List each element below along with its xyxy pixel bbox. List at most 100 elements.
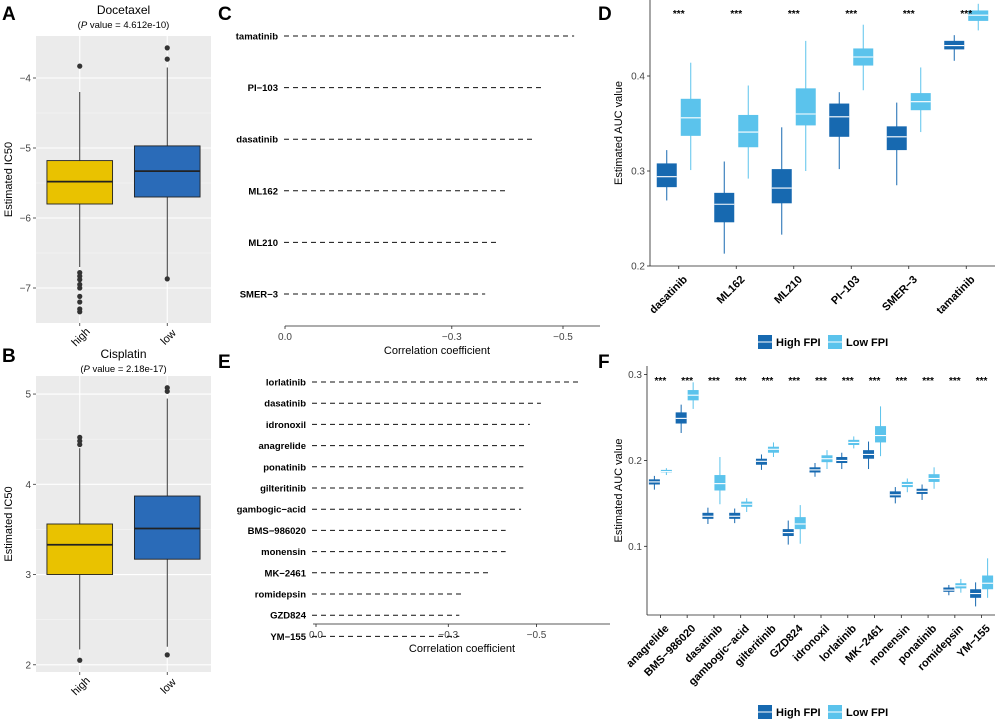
panel-d-box-high-ML210 [771, 169, 792, 204]
panel-a-outlier-point [77, 63, 83, 69]
panel-b-box-low [133, 495, 201, 560]
panel-e-drug-label: gambogic−acid [237, 505, 307, 516]
panel-d-box-low-ML210 [795, 88, 816, 126]
panel-e-drug-label: dasatinib [264, 399, 306, 410]
panel-c-xtick-label: −0.5 [553, 332, 573, 343]
panel-e-drug-label: romidepsin [255, 590, 306, 601]
panel-a-xtick-label-low: low [159, 327, 179, 347]
panel-e-drug-label: lorlatinib [266, 378, 306, 389]
panel-b-ytick-label: 2 [25, 660, 31, 671]
panel-a-title: Docetaxel [97, 3, 150, 17]
panel-f-ytick-label: 0.1 [628, 542, 642, 553]
panel-f-legend: High FPI Low FPI [758, 705, 888, 719]
panel-b-outlier-point [164, 388, 170, 394]
panel-b-xtick-label-high: high [70, 675, 93, 698]
panel-b-ylabel: Estimated IC50 [3, 486, 15, 561]
panel-e-xtick-label: 0.0 [309, 630, 323, 641]
panel-a-ytick-label: −7 [20, 284, 32, 295]
panel-a-ytick-label: −6 [20, 214, 32, 225]
panel-e-drug-label: anagrelide [258, 441, 306, 452]
panel-b-outlier-point [164, 652, 170, 658]
panel-e-drug-label: idronoxil [266, 420, 306, 431]
panel-c-chart: 0.0 −0.3 −0.5 Correlation coefficient tamati… [236, 32, 600, 357]
panel-label-d: D [598, 4, 612, 25]
panel-d-significance: *** [960, 9, 972, 20]
panel-c-drug-label: PI−103 [248, 83, 278, 94]
panel-d-box-high-SMER−3 [886, 126, 907, 151]
panel-d-ytick-label: 0.3 [631, 167, 645, 178]
panel-d-xtick-label-dasatinib: dasatinib [647, 274, 690, 317]
panel-a-subtitle: (P value = 4.612e-10) [78, 20, 170, 31]
panel-c-xlabel: Correlation coefficient [384, 345, 490, 357]
panel-d-xtick-label-ML162: ML162 [715, 274, 748, 307]
panel-f-ytick-label: 0.3 [628, 370, 642, 381]
panel-b-chart: 2 3 4 5 high low Cisplatin (P value = 2.18e-17)… [3, 347, 211, 698]
panel-d-box-high-dasatinib [656, 163, 677, 188]
panel-e-xtick-label: −0.3 [438, 630, 458, 641]
panel-e-xlabel: Correlation coefficient [409, 643, 515, 655]
panel-a-chart: −7 −6 −5 −4 high low Docetaxel (P value = 4.612… [3, 3, 211, 349]
panel-f-significance: *** [681, 376, 693, 387]
panel-f-significance: *** [922, 376, 934, 387]
panel-d-legend-label-low: Low FPI [846, 337, 888, 349]
panel-a-outlier-point [77, 299, 83, 305]
panel-f-box-low-YM−155 [982, 575, 994, 590]
panel-a-ytick-label: −5 [20, 144, 32, 155]
panel-e-chart: 0.0 −0.3 −0.5 Correlation coefficient lorlat… [237, 378, 610, 655]
panel-b-ytick-label: 5 [25, 390, 31, 401]
panel-f-box-low-MK−2461 [875, 426, 887, 443]
panel-e-drug-label: BMS−986020 [248, 526, 306, 537]
panel-a-outlier-point [77, 285, 83, 291]
panel-d-significance: *** [788, 9, 800, 20]
panel-label-b: B [2, 346, 16, 367]
panel-a-ytick-label: −4 [20, 74, 32, 85]
panel-f-ylabel: Estimated AUC value [613, 439, 625, 543]
panel-d-significance: *** [903, 9, 915, 20]
panel-c-drug-label: dasatinib [236, 135, 278, 146]
panel-d-legend: High FPI Low FPI [758, 335, 888, 349]
panel-b-outlier-point [77, 438, 83, 444]
panel-d-significance: *** [673, 9, 685, 20]
panel-f-ytick-label: 0.2 [628, 456, 642, 467]
panel-label-a: A [2, 4, 16, 25]
panel-b-ytick-label: 3 [25, 570, 31, 581]
panel-a-xtick-label-high: high [70, 326, 93, 349]
panel-b-title: Cisplatin [100, 347, 146, 361]
panel-e-drug-label: gilteritinib [260, 484, 306, 495]
panel-c-xtick-label: −0.3 [442, 332, 462, 343]
panel-c-drug-label: ML210 [248, 238, 278, 249]
panel-f-significance: *** [708, 376, 720, 387]
panel-f-significance: *** [788, 376, 800, 387]
panel-a-ylabel: Estimated IC50 [3, 142, 15, 217]
panel-c-drug-label: tamatinib [236, 32, 278, 43]
panel-b-xtick-label-low: low [159, 676, 179, 696]
panel-f-box-low-dasatinib [714, 475, 726, 491]
panel-c-drug-label: ML162 [248, 186, 278, 197]
panel-label-c: C [218, 4, 232, 25]
panel-f-legend-label-low: Low FPI [846, 707, 888, 719]
panel-d-xtick-label-PI−103: PI−103 [829, 274, 862, 307]
panel-a-outlier-point [77, 309, 83, 315]
panel-c-xtick-label: 0.0 [278, 332, 292, 343]
panel-f-significance: *** [976, 376, 988, 387]
panel-d-xtick-label-ML210: ML210 [772, 274, 805, 307]
panel-d-significance: *** [730, 9, 742, 20]
panel-f-significance: *** [735, 376, 747, 387]
panel-a-outlier-point [164, 276, 170, 282]
panel-a-outlier-point [164, 56, 170, 62]
panel-b-subtitle: (P value = 2.18e-17) [80, 364, 166, 375]
panel-f-significance: *** [842, 376, 854, 387]
panel-d-ylabel: Estimated AUC value [613, 81, 625, 185]
panel-b-outlier-point [164, 385, 170, 391]
panel-b-outlier-point [77, 657, 83, 663]
panel-e-drug-label: ponatinib [263, 462, 306, 473]
panel-d-ytick-label: 0.2 [631, 262, 645, 273]
panel-f-significance: *** [762, 376, 774, 387]
panel-a-outlier-point [77, 293, 83, 299]
panel-f-significance: *** [869, 376, 881, 387]
panel-d-xtick-label-SMER−3: SMER−3 [880, 274, 920, 314]
panel-f-significance: *** [815, 376, 827, 387]
panel-f-box-low-GZD824 [794, 517, 806, 530]
